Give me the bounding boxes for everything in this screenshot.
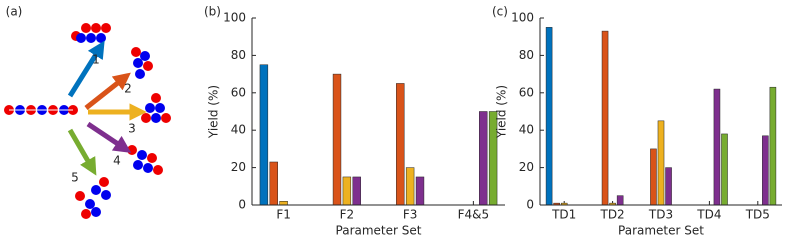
panel-label: (a) <box>6 5 23 19</box>
y-tick-label: 20 <box>231 160 246 174</box>
bar <box>762 135 769 206</box>
arrow <box>86 121 132 153</box>
panel-label: (b) <box>204 5 221 19</box>
x-tick-label: TD1 <box>551 208 576 222</box>
bar <box>665 167 672 206</box>
y-tick-label: 100 <box>223 11 246 25</box>
y-tick-label: 60 <box>519 85 534 99</box>
y-tick-label: 0 <box>238 198 246 212</box>
x-tick-label: F1 <box>276 208 291 222</box>
bar <box>657 120 665 206</box>
bar <box>479 111 488 206</box>
y-tick-label: 40 <box>519 123 534 137</box>
y-tick-label: 0 <box>526 198 534 212</box>
x-tick-label: F3 <box>403 208 418 222</box>
arrow <box>84 72 131 110</box>
bar <box>601 30 609 206</box>
x-tick-label: TD3 <box>648 208 673 222</box>
x-axis-label: Parameter Set <box>618 224 704 238</box>
bar <box>352 176 361 206</box>
bar <box>769 86 777 206</box>
bar <box>415 176 425 206</box>
structures <box>71 23 171 219</box>
arrow-label: 3 <box>128 122 136 136</box>
bar <box>650 148 657 206</box>
x-tick-label: TD4 <box>696 208 721 222</box>
bar <box>396 83 405 206</box>
bar <box>405 167 415 206</box>
y-tick-label: 80 <box>519 48 534 62</box>
bar <box>713 88 721 206</box>
arrow-label: 5 <box>71 171 79 185</box>
y-axis-label: Yield (%) <box>495 85 509 139</box>
bar <box>332 73 342 206</box>
bar <box>616 195 624 206</box>
y-tick-label: 60 <box>231 85 246 99</box>
x-tick-label: F4&5 <box>458 208 490 222</box>
arrow <box>67 40 105 98</box>
bar <box>259 64 269 206</box>
arrow-label: 4 <box>113 154 121 168</box>
arrow <box>67 128 97 176</box>
bar <box>545 27 553 206</box>
x-tick-label: TD2 <box>599 208 624 222</box>
bar <box>342 176 352 206</box>
bar <box>721 133 728 206</box>
x-tick-label: F2 <box>340 208 355 222</box>
y-tick-label: 100 <box>511 11 534 25</box>
x-axis-label: Parameter Set <box>336 224 422 238</box>
y-tick-label: 80 <box>231 48 246 62</box>
bar <box>279 201 288 206</box>
y-tick-label: 40 <box>231 123 246 137</box>
y-tick-label: 20 <box>519 160 534 174</box>
arrow-label: 1 <box>92 53 100 67</box>
arrow-label: 2 <box>124 82 132 96</box>
bar <box>269 161 278 206</box>
y-axis-label: Yield (%) <box>207 85 221 139</box>
chain <box>4 105 78 115</box>
panel-label: (c) <box>492 5 508 19</box>
x-tick-label: TD5 <box>745 208 770 222</box>
